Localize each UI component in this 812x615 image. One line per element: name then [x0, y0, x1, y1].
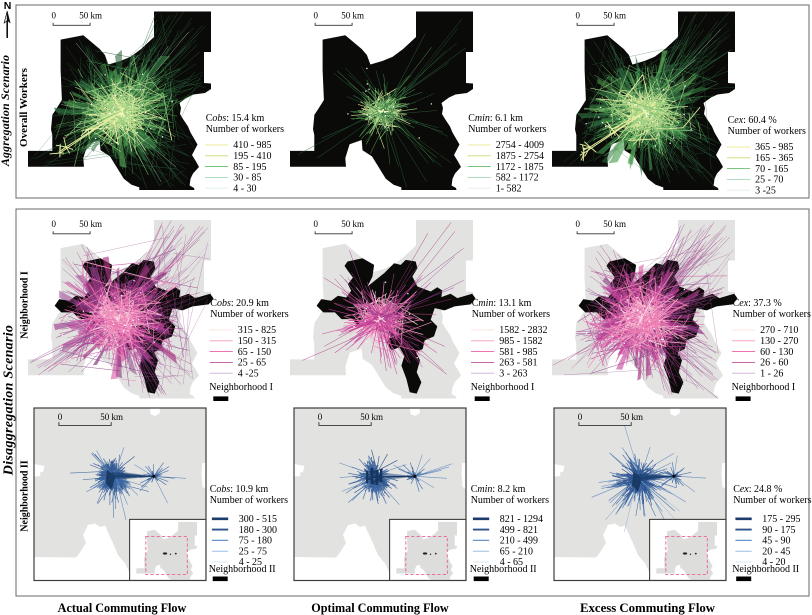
- svg-text:Number of workers: Number of workers: [471, 495, 549, 506]
- svg-text:1582 - 2832: 1582 - 2832: [499, 325, 547, 336]
- svg-text:0: 0: [318, 412, 323, 422]
- svg-text:4 -25: 4 -25: [238, 368, 259, 379]
- svg-text:315 - 825: 315 - 825: [238, 325, 276, 336]
- svg-text:Number of workers: Number of workers: [472, 309, 550, 320]
- svg-text:0: 0: [314, 11, 319, 21]
- svg-text:Optimal Commuting Flow: Optimal Commuting Flow: [311, 601, 449, 615]
- svg-text:Cobs: 10.9 km: Cobs: 10.9 km: [210, 484, 269, 495]
- svg-text:Neighborhood I: Neighborhood I: [209, 382, 273, 393]
- svg-text:90 - 175: 90 - 175: [762, 525, 795, 536]
- svg-text:1 - 26: 1 - 26: [760, 368, 783, 379]
- svg-text:3 -25: 3 -25: [755, 185, 776, 196]
- svg-text:4 - 30: 4 - 30: [233, 183, 256, 194]
- svg-text:25 - 75: 25 - 75: [239, 546, 267, 557]
- svg-text:Aggregation Scenario: Aggregation Scenario: [0, 55, 12, 167]
- svg-text:Neighborhood I: Neighborhood I: [19, 271, 30, 339]
- svg-text:50 km: 50 km: [341, 219, 364, 229]
- svg-text:410 - 985: 410 - 985: [233, 140, 271, 151]
- svg-text:165 - 365: 165 - 365: [755, 153, 793, 164]
- svg-text:195 - 410: 195 - 410: [233, 151, 271, 162]
- svg-text:N: N: [4, 0, 12, 12]
- svg-text:263 - 581: 263 - 581: [499, 358, 537, 369]
- svg-text:Neighborhood I: Neighborhood I: [732, 382, 796, 393]
- svg-text:75 - 180: 75 - 180: [239, 536, 272, 547]
- svg-text:Neighborhood II: Neighborhood II: [470, 564, 537, 575]
- svg-text:Cobs: 15.4 km: Cobs: 15.4 km: [206, 113, 265, 124]
- svg-text:581 - 985: 581 - 985: [499, 347, 537, 358]
- svg-text:85 - 195: 85 - 195: [233, 162, 266, 173]
- svg-text:Overall Workers: Overall Workers: [18, 67, 30, 147]
- svg-text:2754 - 4009: 2754 - 4009: [496, 140, 544, 151]
- svg-text:30 - 85: 30 - 85: [233, 173, 261, 184]
- svg-text:175 - 295: 175 - 295: [762, 514, 800, 525]
- svg-text:Cex: 60.4 %: Cex: 60.4 %: [728, 115, 777, 126]
- svg-text:26 - 60: 26 - 60: [760, 358, 788, 369]
- svg-text:Number of workers: Number of workers: [210, 309, 288, 320]
- svg-text:150 - 315: 150 - 315: [238, 336, 276, 347]
- svg-text:300 - 515: 300 - 515: [239, 514, 277, 525]
- svg-text:0: 0: [58, 412, 63, 422]
- svg-text:130 - 270: 130 - 270: [760, 336, 798, 347]
- svg-text:Number of workers: Number of workers: [468, 124, 546, 135]
- svg-text:20 - 45: 20 - 45: [762, 546, 790, 557]
- svg-text:180 - 300: 180 - 300: [239, 525, 277, 536]
- svg-text:45 - 90: 45 - 90: [762, 536, 790, 547]
- svg-text:Number of workers: Number of workers: [728, 126, 806, 137]
- svg-text:Neighborhood I: Neighborhood I: [471, 382, 535, 393]
- svg-text:4 - 20: 4 - 20: [762, 557, 785, 568]
- svg-text:25 - 65: 25 - 65: [238, 358, 266, 369]
- svg-text:65 - 150: 65 - 150: [238, 347, 271, 358]
- svg-text:Number of workers: Number of workers: [206, 124, 284, 135]
- svg-text:50 km: 50 km: [620, 412, 643, 422]
- svg-text:Number of workers: Number of workers: [733, 495, 811, 506]
- svg-text:50 km: 50 km: [79, 219, 102, 229]
- svg-text:210 - 499: 210 - 499: [500, 536, 538, 547]
- svg-text:Cex: 24.8 %: Cex: 24.8 %: [733, 484, 782, 495]
- svg-text:1172 - 1875: 1172 - 1875: [496, 162, 544, 173]
- svg-text:50 km: 50 km: [360, 412, 383, 422]
- svg-text:3 - 263: 3 - 263: [499, 368, 527, 379]
- svg-text:Number of workers: Number of workers: [210, 495, 288, 506]
- svg-text:Cmin: 13.1 km: Cmin: 13.1 km: [472, 298, 532, 309]
- svg-text:70 - 165: 70 - 165: [755, 164, 788, 175]
- svg-text:0: 0: [314, 219, 319, 229]
- svg-text:0: 0: [52, 219, 57, 229]
- svg-text:Neighborhood II: Neighborhood II: [19, 460, 30, 532]
- svg-text:1- 582: 1- 582: [496, 183, 522, 194]
- svg-text:Neighborhood II: Neighborhood II: [209, 564, 276, 575]
- svg-text:4 - 25: 4 - 25: [239, 557, 262, 568]
- svg-text:Neighborhood II: Neighborhood II: [732, 564, 799, 575]
- svg-text:60 - 130: 60 - 130: [760, 347, 793, 358]
- svg-text:Cmin: 6.1 km: Cmin: 6.1 km: [468, 113, 523, 124]
- svg-text:65 - 210: 65 - 210: [500, 546, 533, 557]
- svg-text:270 - 710: 270 - 710: [760, 325, 798, 336]
- svg-text:0: 0: [576, 219, 581, 229]
- svg-text:365 - 985: 365 - 985: [755, 142, 793, 153]
- svg-text:50 km: 50 km: [79, 11, 102, 21]
- svg-text:Number of workers: Number of workers: [733, 309, 811, 320]
- svg-text:0: 0: [578, 412, 583, 422]
- svg-text:50 km: 50 km: [341, 11, 364, 21]
- svg-text:Excess Commuting Flow: Excess Commuting Flow: [580, 601, 716, 615]
- svg-text:0: 0: [52, 11, 57, 21]
- svg-text:499 - 821: 499 - 821: [500, 525, 538, 536]
- svg-text:1875 - 2754: 1875 - 2754: [496, 151, 544, 162]
- svg-text:50 km: 50 km: [100, 412, 123, 422]
- svg-text:50 km: 50 km: [603, 219, 626, 229]
- svg-text:Cex: 37.3 %: Cex: 37.3 %: [733, 298, 782, 309]
- svg-text:25 - 70: 25 - 70: [755, 175, 783, 186]
- svg-text:4 - 65: 4 - 65: [500, 557, 523, 568]
- svg-text:50 km: 50 km: [603, 11, 626, 21]
- svg-text:Cobs: 20.9 km: Cobs: 20.9 km: [210, 298, 269, 309]
- svg-text:Actual Commuting Flow: Actual Commuting Flow: [58, 601, 187, 615]
- svg-text:Cmin: 8.2 km: Cmin: 8.2 km: [471, 484, 526, 495]
- svg-text:0: 0: [576, 11, 581, 21]
- svg-text:821 - 1294: 821 - 1294: [500, 514, 543, 525]
- svg-text:Disaggregation Scenario: Disaggregation Scenario: [2, 325, 17, 476]
- svg-text:985 - 1582: 985 - 1582: [499, 336, 542, 347]
- svg-text:582 - 1172: 582 - 1172: [496, 173, 539, 184]
